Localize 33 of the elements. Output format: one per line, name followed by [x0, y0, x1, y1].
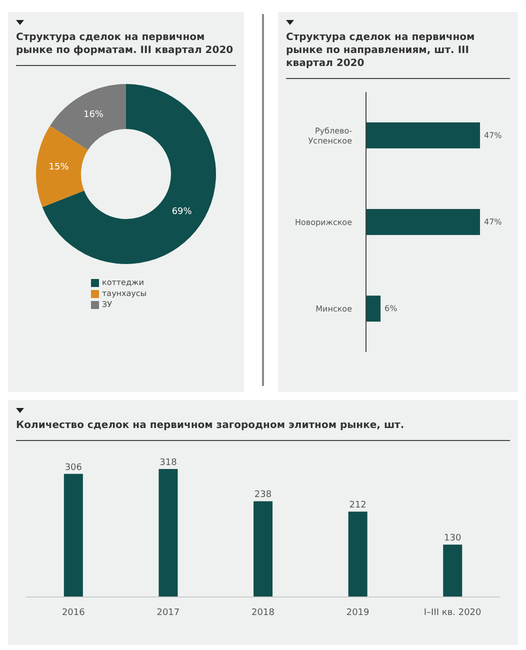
data-label: 47%	[484, 130, 502, 140]
x-tick-label: 2016	[62, 608, 86, 618]
legend-label: ЗУ	[102, 300, 112, 309]
y-tick-label: Новорижское	[294, 218, 352, 227]
data-label: 238	[254, 490, 272, 500]
donut-slice	[50, 84, 126, 150]
data-label: 15%	[48, 162, 70, 173]
y-tick-label: Минское	[316, 304, 352, 314]
data-label: 69%	[172, 206, 192, 217]
bar	[348, 512, 368, 597]
data-label: 212	[349, 500, 366, 511]
bar	[158, 469, 178, 597]
data-label: 318	[160, 458, 178, 468]
chart-title: Структура сделок на первичном рынке по направлениям, шт. III квартал 2020	[286, 31, 510, 79]
x-tick-label: I–III кв. 2020	[424, 608, 482, 618]
x-tick-label: 2018	[252, 608, 275, 618]
bar	[443, 544, 462, 597]
x-tick-label: 2019	[346, 608, 370, 618]
data-label: 130	[444, 534, 462, 544]
y-tick-label: Рублево-Успенское	[308, 126, 352, 146]
chart-title: Структура сделок на первичном рынке по форматам. III квартал 2020	[16, 31, 236, 66]
legend-label: таунхаусы	[102, 289, 147, 298]
chart-title: Количество сделок на первичном загородном элитном рынке, шт.	[16, 419, 510, 441]
data-label: 47%	[484, 218, 502, 226]
data-label: 16%	[83, 110, 104, 120]
x-tick-label: 2017	[156, 608, 180, 618]
donut-slice	[36, 126, 88, 208]
bar	[254, 501, 273, 597]
legend-label: коттеджи	[102, 278, 144, 287]
data-label: 306	[64, 462, 82, 473]
donut-slice	[42, 84, 216, 264]
data-label: 6%	[384, 304, 398, 314]
bar	[64, 474, 83, 597]
